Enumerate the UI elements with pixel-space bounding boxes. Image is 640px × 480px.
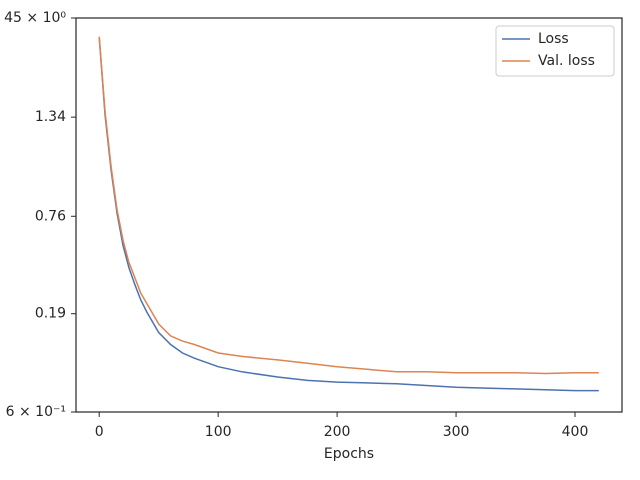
x-tick-label: 100 bbox=[205, 424, 232, 440]
line-series bbox=[98, 36, 599, 375]
x-tick-label: 400 bbox=[562, 424, 589, 440]
y-tick-label: 0.19 bbox=[35, 306, 66, 322]
y-tick-label: 0.76 bbox=[35, 208, 66, 224]
x-tick-label: 0 bbox=[95, 424, 104, 440]
y-tick-label: 45 × 10⁰ bbox=[4, 10, 66, 26]
plot-frame bbox=[75, 17, 623, 413]
legend-label: Loss bbox=[538, 31, 569, 47]
legend-label: Val. loss bbox=[538, 53, 595, 69]
x-axis-label: Epochs bbox=[324, 446, 374, 462]
y-tick-label: 6 × 10⁻¹ bbox=[6, 404, 66, 420]
x-tick-label: 300 bbox=[443, 424, 470, 440]
x-tick-label: 200 bbox=[324, 424, 351, 440]
y-tick-label: 1.34 bbox=[35, 109, 66, 125]
line-series bbox=[98, 36, 599, 392]
legend: Loss Val. loss bbox=[495, 25, 615, 77]
